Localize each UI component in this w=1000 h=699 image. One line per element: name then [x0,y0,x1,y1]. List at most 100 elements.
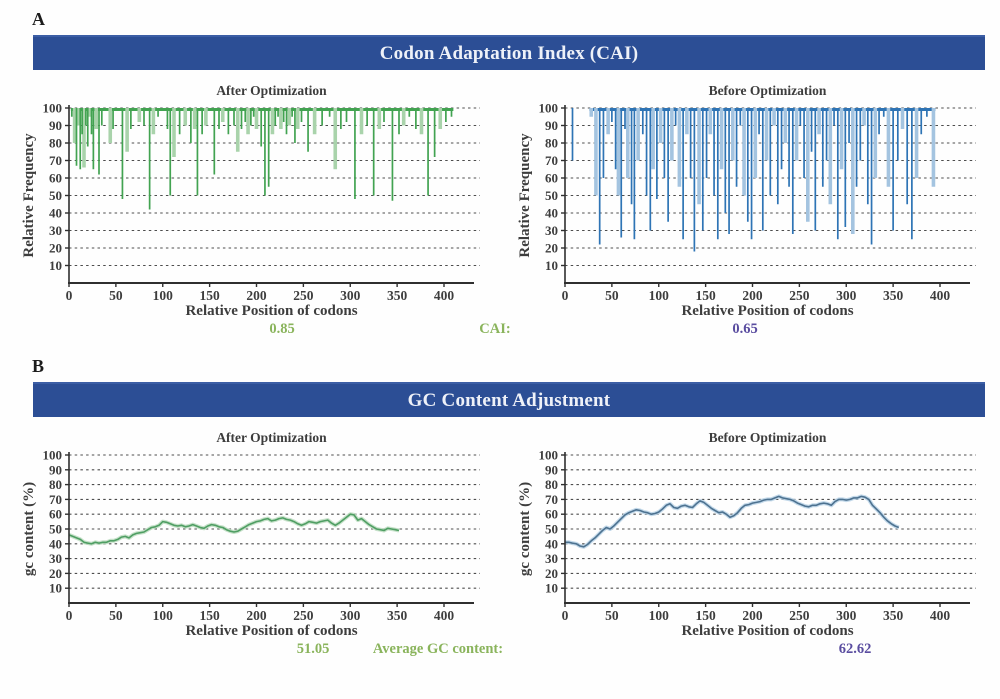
svg-text:60: 60 [545,507,558,522]
svg-text:After Optimization: After Optimization [216,83,327,98]
svg-text:250: 250 [293,608,314,623]
svg-text:Before Optimization: Before Optimization [709,83,827,98]
svg-text:80: 80 [49,477,62,492]
svg-text:30: 30 [545,551,558,566]
cai-value-label: CAI: [479,321,511,337]
svg-text:300: 300 [836,288,857,303]
svg-text:100: 100 [153,288,174,303]
chart-cai-after-optimization: 10 20 30 40 50 60 70 80 90 100 0 50 100 150 200 250 300 3… [22,83,480,319]
svg-text:60: 60 [545,171,558,186]
svg-text:250: 250 [789,288,810,303]
svg-text:Relative Frequency: Relative Frequency [22,133,37,258]
svg-text:20: 20 [49,241,62,256]
svg-text:0: 0 [562,608,569,623]
svg-text:90: 90 [49,118,62,133]
svg-text:200: 200 [742,608,763,623]
chart-cai-before-optimization: 10 20 30 40 50 60 70 80 90 100 0 50 100 150 200 250 300 3… [518,83,976,319]
gc-before-value: 62.62 [838,641,872,657]
svg-text:150: 150 [200,288,221,303]
svg-text:Relative Position of codons: Relative Position of codons [681,303,853,319]
gc-after-value: 51.05 [296,641,330,657]
panel-a-charts-row: 10 20 30 40 50 60 70 80 90 100 0 50 100 150 200 250 300 3… [22,82,1000,320]
svg-text:50: 50 [605,608,619,623]
svg-text:0: 0 [66,608,73,623]
svg-text:50: 50 [545,188,558,203]
svg-text:400: 400 [930,608,951,623]
svg-text:60: 60 [49,171,62,186]
svg-text:gc content (%): gc content (%) [22,482,37,576]
svg-text:300: 300 [836,608,857,623]
svg-text:100: 100 [43,448,63,463]
panel-a: A Codon Adaptation Index (CAI) 10 20 30 40 5… [0,8,1000,340]
svg-text:40: 40 [49,206,62,221]
panel-a-banner-title: Codon Adaptation Index (CAI) [379,42,639,64]
svg-text:After Optimization: After Optimization [216,430,327,445]
svg-text:80: 80 [545,136,558,151]
svg-text:100: 100 [153,608,174,623]
svg-text:150: 150 [200,608,221,623]
svg-text:100: 100 [43,101,63,116]
panel-a-banner: Codon Adaptation Index (CAI) [33,35,985,70]
svg-text:200: 200 [742,288,763,303]
svg-text:70: 70 [545,153,558,168]
svg-text:Relative Frequency: Relative Frequency [518,133,533,258]
svg-text:350: 350 [883,288,904,303]
svg-text:300: 300 [340,288,361,303]
svg-text:70: 70 [545,492,558,507]
svg-text:150: 150 [696,608,717,623]
svg-text:50: 50 [605,288,619,303]
svg-text:90: 90 [49,462,62,477]
svg-text:10: 10 [545,581,558,596]
panel-b-charts-row: 10 20 30 40 50 60 70 80 90 100 0 50 100 150 200 250 300 3… [22,429,1000,640]
svg-text:400: 400 [434,608,455,623]
svg-text:100: 100 [539,101,559,116]
svg-text:40: 40 [545,536,558,551]
svg-text:200: 200 [246,608,267,623]
svg-text:50: 50 [545,522,558,537]
svg-text:Relative Position of codons: Relative Position of codons [185,303,357,319]
svg-text:50: 50 [109,608,123,623]
svg-text:40: 40 [545,206,558,221]
svg-text:400: 400 [930,288,951,303]
svg-text:90: 90 [545,462,558,477]
panel-b: B GC Content Adjustment 10 20 30 40 50 60 70 80… [0,355,1000,660]
svg-text:300: 300 [340,608,361,623]
svg-text:10: 10 [49,258,62,273]
svg-text:30: 30 [49,551,62,566]
svg-text:10: 10 [545,258,558,273]
panel-b-banner-title: GC Content Adjustment [407,389,611,411]
svg-text:20: 20 [545,241,558,256]
panel-a-label: A [32,9,45,29]
svg-text:20: 20 [545,566,558,581]
svg-text:40: 40 [49,536,62,551]
svg-text:gc content (%): gc content (%) [518,482,533,576]
svg-text:70: 70 [49,492,62,507]
svg-text:350: 350 [387,608,408,623]
svg-text:30: 30 [49,223,62,238]
svg-text:150: 150 [696,288,717,303]
svg-text:Before Optimization: Before Optimization [709,430,827,445]
svg-text:250: 250 [789,608,810,623]
svg-text:200: 200 [246,288,267,303]
cai-after-value: 0.85 [269,321,295,337]
svg-text:80: 80 [49,136,62,151]
svg-text:100: 100 [649,608,670,623]
svg-text:50: 50 [49,188,62,203]
panel-a-values-row: 0.85 CAI: 0.65 [0,321,1000,340]
svg-text:0: 0 [66,288,73,303]
panel-b-banner: GC Content Adjustment [33,382,985,417]
svg-text:10: 10 [49,581,62,596]
svg-text:100: 100 [649,288,670,303]
svg-text:250: 250 [293,288,314,303]
svg-text:400: 400 [434,288,455,303]
svg-text:50: 50 [109,288,123,303]
svg-text:50: 50 [49,522,62,537]
svg-text:20: 20 [49,566,62,581]
svg-text:90: 90 [545,118,558,133]
svg-text:Relative Position of codons: Relative Position of codons [185,623,357,639]
panel-b-label: B [32,356,45,376]
svg-text:60: 60 [49,507,62,522]
